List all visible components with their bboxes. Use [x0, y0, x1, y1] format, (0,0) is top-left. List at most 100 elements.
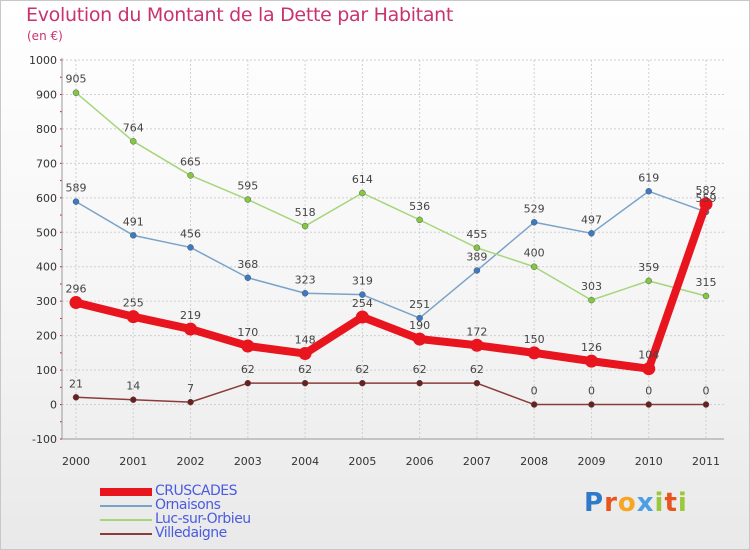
- data-point: [530, 219, 538, 226]
- data-label: 62: [298, 363, 312, 376]
- data-point: [130, 138, 137, 145]
- proxiti-logo: Proxiti: [584, 488, 688, 518]
- legend: CRUSCADES Ornaisons Luc-sur-Orbieu Ville…: [100, 484, 340, 541]
- data-point: [702, 292, 710, 300]
- legend-item-ornaisons: Ornaisons: [100, 497, 340, 513]
- data-point: [530, 401, 538, 408]
- data-point: [470, 338, 484, 352]
- data-point: [355, 310, 369, 324]
- logo-letter: P: [584, 488, 605, 518]
- series-line-ornaisons: [75, 190, 707, 319]
- data-point: [416, 216, 423, 224]
- legend-item-villedaigne: Villedaigne: [100, 525, 340, 541]
- x-tick-label: 2003: [234, 455, 262, 468]
- data-label: 7: [187, 382, 194, 395]
- logo-letter: r: [604, 488, 618, 518]
- logo-letter: x: [636, 488, 655, 518]
- data-point: [416, 314, 423, 322]
- data-label: 296: [66, 283, 87, 296]
- y-tick-label: 0: [50, 399, 57, 412]
- series-line-cruscades: [72, 200, 710, 373]
- data-point: [241, 339, 255, 353]
- series-line-luc-sur-orbieu: [75, 91, 707, 301]
- x-tick-label: 2010: [635, 455, 663, 468]
- data-point: [187, 172, 194, 179]
- data-label: 303: [581, 280, 602, 293]
- legend-swatch-cruscades: [100, 488, 152, 496]
- data-label: 589: [66, 182, 87, 195]
- y-tick-label: 400: [36, 261, 57, 274]
- data-label: 62: [470, 363, 484, 376]
- data-point: [298, 347, 312, 361]
- y-tick-label: 500: [36, 226, 57, 239]
- logo-letter: t: [664, 488, 678, 518]
- y-tick-label: 1000: [29, 54, 57, 67]
- data-point: [69, 296, 83, 310]
- legend-item-cruscades: CRUSCADES: [100, 484, 340, 499]
- data-label: 251: [409, 298, 430, 311]
- legend-label-ornaisons: Ornaisons: [155, 497, 221, 513]
- data-label: 536: [409, 200, 430, 213]
- data-point: [359, 189, 366, 197]
- data-label: 456: [180, 227, 201, 240]
- data-label: 323: [295, 273, 316, 286]
- data-point: [473, 379, 481, 387]
- data-label: 764: [123, 121, 144, 134]
- data-label: 0: [588, 385, 595, 398]
- data-point: [72, 198, 80, 205]
- data-label: 150: [524, 333, 545, 346]
- y-tick-label: 600: [36, 192, 57, 205]
- x-tick-label: 2001: [119, 455, 147, 468]
- data-point: [699, 197, 713, 211]
- data-point: [588, 230, 595, 237]
- data-point: [702, 401, 710, 408]
- data-label: 62: [413, 363, 427, 376]
- data-label: 614: [352, 173, 373, 186]
- data-point: [413, 332, 427, 346]
- data-point: [301, 290, 309, 297]
- data-label: 104: [638, 349, 659, 362]
- legend-item-luc-sur-orbieu: Luc-sur-Orbieu: [100, 511, 340, 527]
- data-label: 0: [531, 385, 538, 398]
- data-point: [588, 401, 595, 408]
- x-tick-label: 2002: [177, 455, 205, 468]
- data-label: 219: [180, 309, 201, 322]
- logo-letter: i: [677, 488, 688, 518]
- legend-label-villedaigne: Villedaigne: [155, 525, 227, 541]
- data-point: [473, 267, 481, 274]
- series-line-villedaigne: [75, 382, 707, 406]
- y-tick-label: 900: [36, 88, 57, 101]
- plot-area: [62, 60, 724, 439]
- data-point: [645, 188, 652, 195]
- data-label: 170: [237, 326, 258, 339]
- data-label: 368: [237, 258, 258, 271]
- data-label: 400: [524, 247, 545, 260]
- data-point: [72, 89, 80, 96]
- data-point: [359, 379, 366, 387]
- y-tick-label: -100: [32, 433, 57, 446]
- data-point: [530, 263, 538, 270]
- data-label: 126: [581, 341, 602, 354]
- x-tick-label: 2007: [463, 455, 491, 468]
- logo-letter: i: [654, 488, 665, 518]
- data-label: 21: [69, 377, 83, 390]
- x-tick-label: 2011: [692, 455, 720, 468]
- x-tick-label: 2006: [406, 455, 434, 468]
- data-label: 254: [352, 297, 373, 310]
- data-label: 455: [466, 228, 487, 241]
- data-point: [645, 401, 652, 408]
- data-point: [126, 310, 140, 324]
- legend-label-luc-sur-orbieu: Luc-sur-Orbieu: [155, 511, 251, 527]
- data-point: [584, 354, 598, 368]
- data-point: [416, 379, 423, 387]
- chart-subtitle: (en €): [27, 29, 63, 43]
- data-label: 529: [524, 202, 545, 215]
- data-point: [244, 274, 252, 282]
- legend-swatch-ornaisons: [100, 505, 152, 507]
- y-tick-label: 100: [36, 364, 57, 377]
- data-label: 359: [638, 261, 659, 274]
- data-point: [187, 244, 194, 251]
- data-point: [244, 379, 252, 387]
